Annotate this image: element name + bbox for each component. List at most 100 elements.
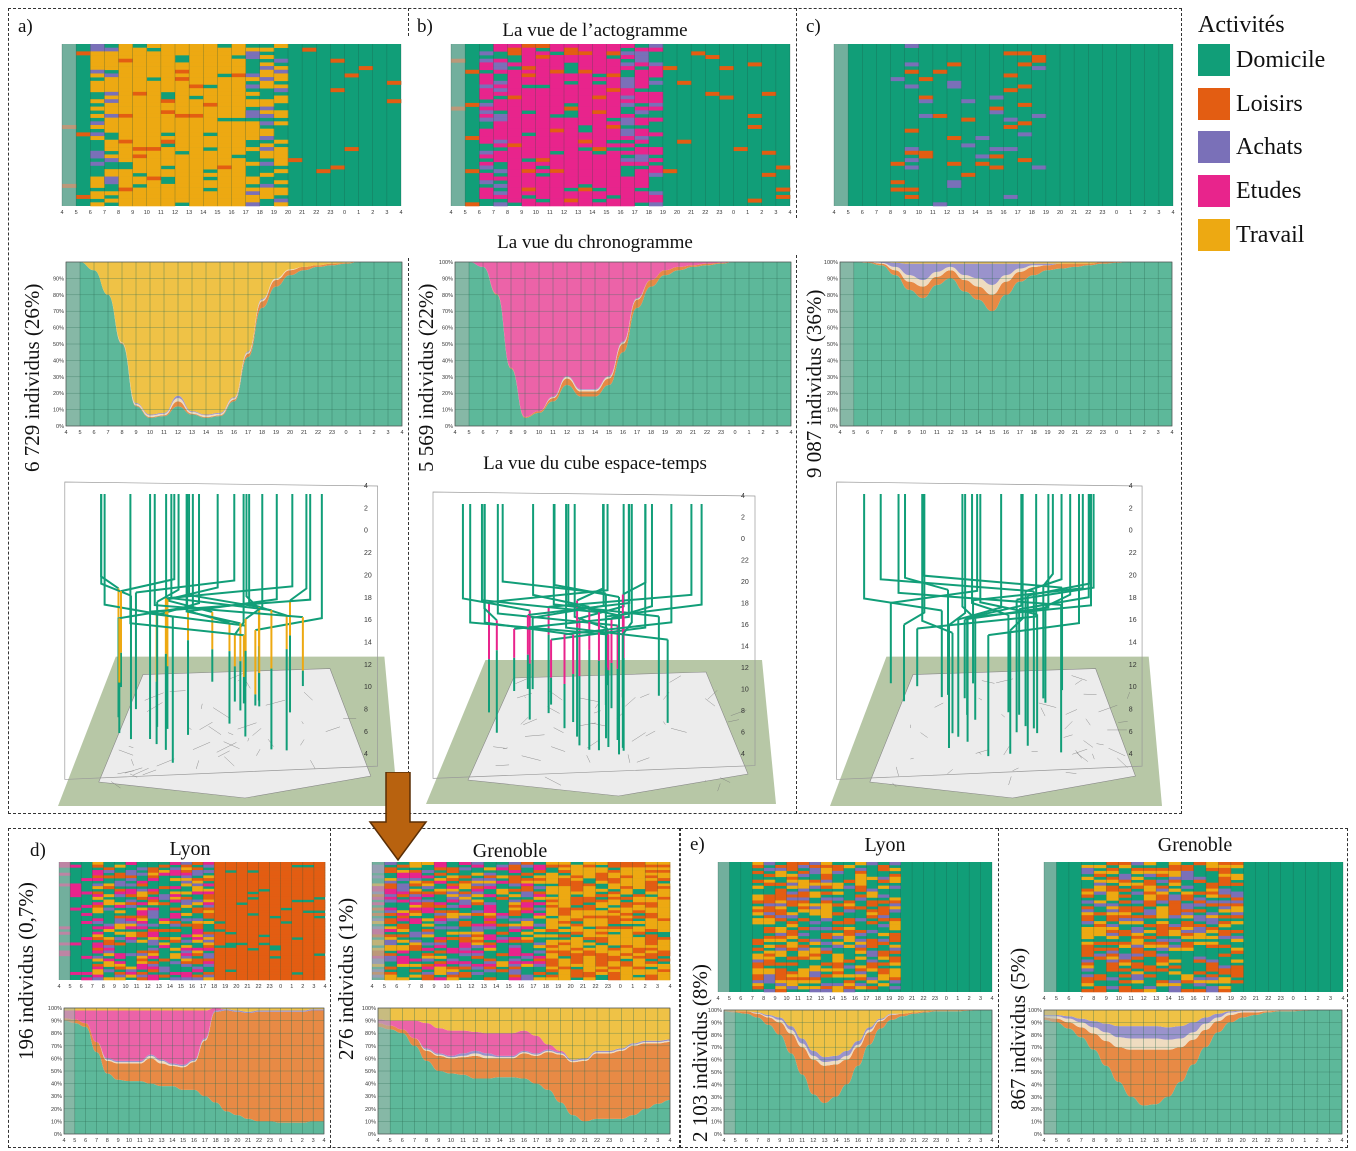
acto-cell bbox=[583, 923, 596, 927]
x-tick-label: 6 bbox=[861, 210, 864, 216]
acto-cell bbox=[231, 99, 246, 104]
acto-cell bbox=[1230, 903, 1244, 907]
acto-cell bbox=[521, 147, 537, 152]
acto-cell bbox=[103, 902, 115, 906]
acto-cell bbox=[508, 875, 522, 879]
acto-cell bbox=[558, 921, 571, 924]
acto-cell bbox=[645, 888, 658, 892]
acto-cell bbox=[1143, 944, 1157, 948]
acto-cell bbox=[1017, 84, 1033, 89]
acto-cell bbox=[493, 106, 508, 111]
acto-cell bbox=[535, 176, 551, 181]
acto-cell bbox=[146, 58, 162, 63]
x-tick-label: 13 bbox=[575, 210, 581, 216]
cube-border bbox=[645, 730, 656, 737]
acto-cell bbox=[797, 873, 810, 878]
acto-cell bbox=[114, 902, 126, 906]
acto-cell bbox=[570, 937, 584, 941]
x-tick-label: 3 bbox=[1328, 1138, 1331, 1144]
acto-cell bbox=[595, 958, 609, 962]
acto-cell bbox=[558, 910, 571, 914]
acto-cell bbox=[570, 899, 584, 903]
acto-cell bbox=[136, 950, 148, 954]
x-tick-label: 18 bbox=[543, 984, 549, 990]
acto-cell bbox=[521, 878, 534, 882]
acto-cell bbox=[1181, 941, 1194, 946]
acto-cell bbox=[446, 878, 460, 882]
acto-cell bbox=[269, 977, 281, 981]
acto-cell bbox=[236, 896, 248, 900]
acto-cell bbox=[146, 176, 162, 181]
acto-cell bbox=[280, 872, 293, 876]
acto-cell bbox=[458, 974, 472, 978]
acto-cell bbox=[446, 867, 460, 871]
acto-cell bbox=[189, 47, 204, 52]
x-tick-label: 7 bbox=[1080, 996, 1083, 1002]
acto-cell bbox=[752, 962, 764, 966]
trajectory-home bbox=[461, 504, 530, 612]
acto-cell bbox=[493, 80, 508, 85]
acto-cell bbox=[775, 903, 787, 907]
acto-cell bbox=[125, 953, 137, 957]
x-tick-label: 10 bbox=[536, 430, 542, 436]
acto-cell bbox=[147, 931, 160, 935]
acto-cell bbox=[479, 77, 494, 82]
x-tick-label: 20 bbox=[1240, 1138, 1246, 1144]
acto-cell bbox=[483, 958, 497, 962]
acto-cell bbox=[169, 894, 182, 898]
acto-cell bbox=[595, 918, 609, 922]
acto-cell bbox=[291, 961, 304, 965]
acto-cell bbox=[434, 921, 447, 924]
acto-cell bbox=[90, 69, 105, 74]
acto-cell bbox=[273, 158, 289, 163]
acto-cell bbox=[533, 955, 547, 959]
acto-cell bbox=[705, 55, 720, 60]
x-tick-label: 9 bbox=[523, 430, 526, 436]
acto-cell bbox=[434, 872, 447, 876]
acto-cell bbox=[214, 923, 226, 927]
acto-cell bbox=[570, 896, 584, 900]
acto-cell bbox=[1156, 912, 1169, 916]
acto-cell bbox=[291, 934, 304, 938]
acto-cell bbox=[180, 875, 193, 879]
acto-cell bbox=[763, 989, 776, 993]
x-tick-label: 1 bbox=[747, 430, 750, 436]
acto-cell bbox=[245, 99, 261, 104]
acto-cell bbox=[125, 883, 137, 887]
acto-cell bbox=[90, 84, 105, 89]
acto-cell bbox=[269, 934, 281, 938]
acto-cell bbox=[797, 947, 810, 951]
acto-cell bbox=[114, 918, 126, 922]
acto-cell bbox=[832, 864, 844, 869]
acto-cell bbox=[1230, 882, 1244, 886]
cube-tick-label: 22 bbox=[741, 558, 749, 565]
acto-cell bbox=[866, 968, 879, 972]
acto-cell bbox=[160, 106, 176, 111]
x-tick-label: 10 bbox=[533, 210, 539, 216]
y-tick-label: 40% bbox=[51, 1082, 62, 1088]
acto-cell bbox=[1218, 986, 1232, 990]
acto-cell bbox=[421, 966, 435, 970]
acto-cell bbox=[214, 886, 226, 890]
acto-cell bbox=[592, 132, 607, 137]
x-tick-label: 5 bbox=[389, 1138, 392, 1144]
acto-cell bbox=[521, 907, 534, 911]
acto-cell bbox=[786, 980, 799, 984]
acto-cell bbox=[146, 44, 162, 48]
acto-cell bbox=[280, 934, 293, 938]
acto-cell bbox=[564, 51, 579, 56]
acto-cell bbox=[564, 77, 579, 82]
acto-cell bbox=[533, 902, 547, 906]
acto-cell bbox=[1168, 894, 1182, 898]
acto-cell bbox=[175, 158, 190, 163]
acto-cell bbox=[483, 921, 497, 924]
acto-cell bbox=[160, 158, 176, 163]
y-tick-label: 20% bbox=[1031, 1107, 1042, 1113]
acto-cell bbox=[620, 969, 634, 973]
acto-cell bbox=[592, 69, 607, 74]
acto-cell bbox=[192, 902, 204, 906]
acto-cell bbox=[483, 937, 497, 941]
acto-cell bbox=[471, 934, 485, 938]
acto-cell bbox=[508, 977, 522, 981]
acto-cell bbox=[1156, 944, 1169, 948]
